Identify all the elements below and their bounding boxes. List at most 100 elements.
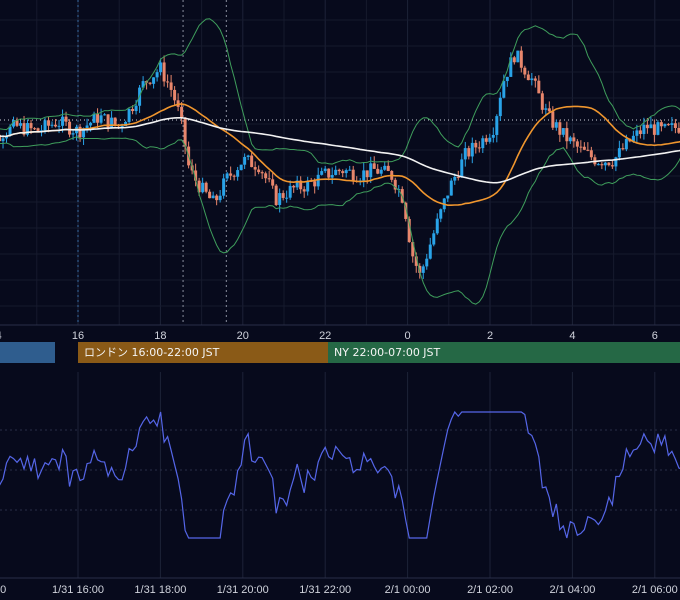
candle-body	[152, 77, 156, 84]
candle-body	[383, 165, 387, 170]
session-asia-bar	[0, 342, 55, 363]
candle-body	[572, 137, 576, 142]
candle-body	[278, 193, 282, 205]
candle-body	[323, 168, 327, 172]
candle-body	[82, 128, 86, 138]
candle-body	[306, 180, 310, 192]
candle-body	[134, 105, 138, 112]
candle-body	[257, 169, 261, 173]
candle-body	[19, 123, 23, 126]
candle-body	[159, 62, 163, 73]
candle-body	[474, 142, 478, 148]
candle-body	[432, 233, 436, 245]
candle-body	[575, 141, 579, 147]
x-tick-label: 20	[237, 330, 249, 342]
candle-body	[225, 173, 229, 179]
candle-body	[603, 162, 607, 166]
candle-body	[519, 50, 523, 68]
candle-body	[540, 93, 544, 110]
candle-body	[645, 124, 649, 129]
candle-body	[512, 57, 516, 63]
x-tick-label: 6	[652, 330, 658, 342]
candle-body	[341, 171, 345, 174]
candle-body	[96, 113, 100, 123]
candle-body	[348, 169, 352, 171]
candle-body	[365, 170, 369, 178]
session-ny-bar: NY 22:00-07:00 JST	[328, 342, 680, 363]
candle-body	[596, 164, 600, 166]
candle-body	[271, 179, 275, 186]
x-tick-label: 0	[405, 330, 411, 342]
candle-body	[484, 138, 488, 142]
candle-body	[456, 176, 460, 178]
x-tick-label: 4:00	[0, 584, 6, 596]
candle-body	[586, 149, 590, 151]
candle-body	[351, 169, 355, 181]
candle-body	[232, 175, 236, 177]
candle-body	[33, 128, 37, 130]
candle-body	[533, 78, 537, 81]
x-tick-label: 2/1 02:00	[467, 584, 513, 596]
candle-body	[260, 172, 264, 174]
candle-body	[57, 125, 61, 127]
x-tick-label: 18	[154, 330, 166, 342]
price-panel	[0, 18, 680, 305]
candle-body	[677, 127, 680, 133]
candle-body	[439, 209, 443, 219]
candle-body	[635, 130, 639, 136]
candle-body	[568, 137, 572, 142]
candle-body	[523, 67, 527, 75]
candle-body	[526, 74, 530, 81]
candle-body	[411, 242, 415, 257]
candle-body	[463, 148, 467, 160]
x-tick-label: 1/31 22:00	[299, 584, 351, 596]
x-tick-label: 16	[72, 330, 84, 342]
x-tick-label: 22	[319, 330, 331, 342]
candle-body	[477, 147, 481, 149]
candle-body	[313, 181, 317, 187]
moving-average-white-line	[0, 116, 680, 184]
candle-body	[362, 170, 366, 181]
candle-body	[372, 163, 376, 169]
bollinger-lower-line	[0, 136, 680, 305]
candle-body	[302, 189, 306, 192]
candle-body	[26, 123, 30, 135]
candle-body	[418, 265, 422, 273]
candle-body	[547, 108, 551, 112]
candle-body	[446, 195, 450, 199]
candle-body	[292, 185, 296, 188]
candle-body	[288, 185, 292, 198]
candle-body	[299, 180, 303, 190]
candle-body	[334, 169, 338, 175]
candle-body	[327, 168, 331, 178]
price-x-axis: 14 16 18 20 22 0 2 4 6	[0, 330, 658, 342]
candle-body	[78, 126, 82, 138]
candle-body	[43, 120, 47, 131]
candle-body	[481, 138, 485, 149]
candle-body	[565, 128, 569, 142]
candle-body	[551, 111, 555, 128]
candle-body	[561, 128, 565, 135]
candle-body	[15, 120, 19, 126]
candle-body	[369, 163, 373, 178]
candle-body	[600, 164, 604, 166]
candle-body	[285, 197, 289, 199]
candle-body	[204, 182, 208, 192]
candle-body	[491, 134, 495, 138]
candle-body	[652, 124, 656, 135]
candle-body	[614, 157, 618, 167]
candle-body	[208, 191, 212, 199]
candle-body	[236, 170, 240, 177]
candle-body	[470, 142, 474, 157]
candle-body	[649, 124, 653, 129]
x-tick-label: 2/1 00:00	[385, 584, 431, 596]
candle-body	[222, 178, 226, 196]
candle-body	[428, 244, 432, 259]
candle-body	[243, 156, 247, 165]
candle-body	[246, 155, 250, 157]
candle-body	[218, 195, 222, 201]
candle-body	[281, 193, 285, 198]
candle-body	[148, 82, 152, 84]
candle-body	[250, 155, 254, 168]
main-grid	[0, 0, 680, 579]
